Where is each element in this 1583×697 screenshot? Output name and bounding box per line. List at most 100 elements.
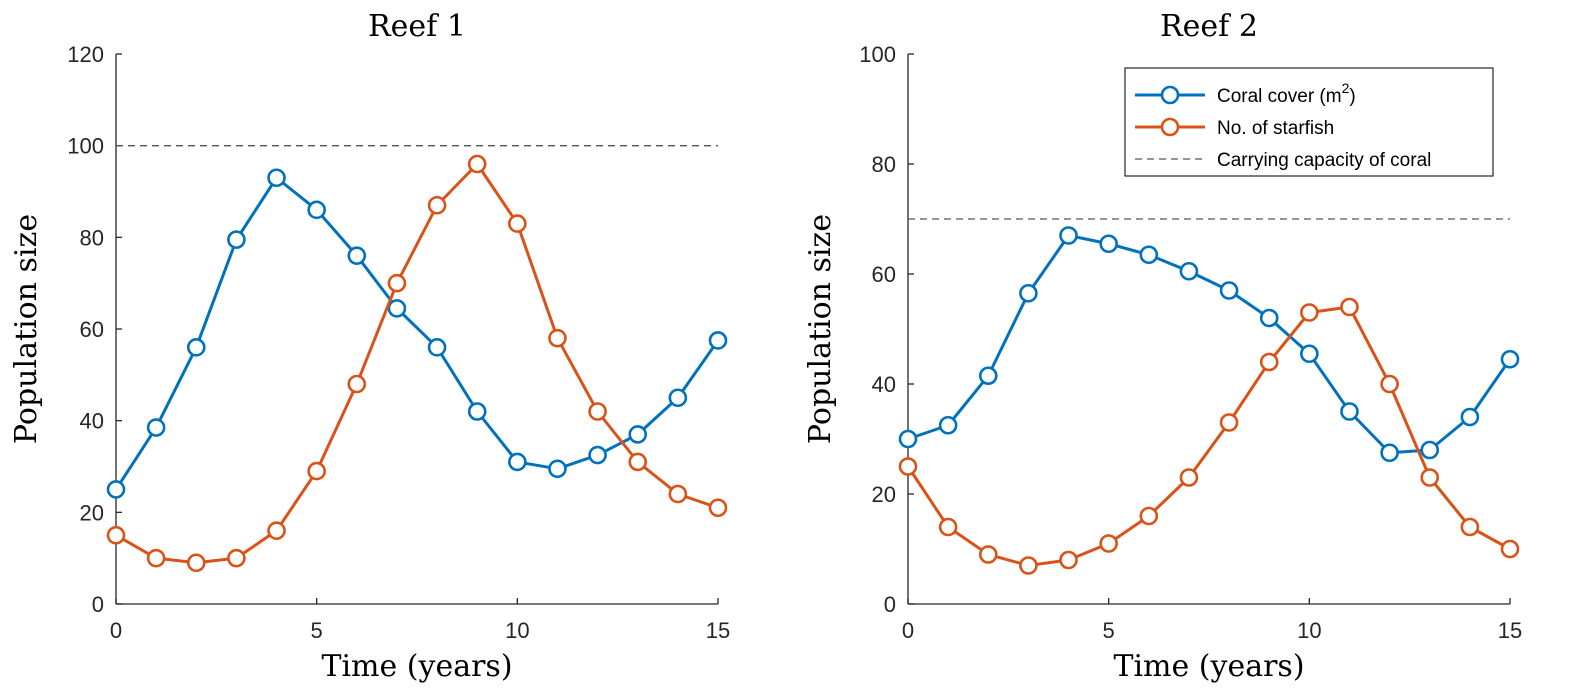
starfish-point xyxy=(1380,374,1399,394)
coral-cover-point xyxy=(1219,281,1239,300)
legend-label: Coral cover (m2) xyxy=(1217,80,1356,107)
y-tick-label: 100 xyxy=(859,42,896,67)
x-tick-label: 10 xyxy=(505,618,529,643)
coral-cover-point xyxy=(708,331,728,350)
coral-cover-point xyxy=(1179,261,1199,281)
x-tick-label: 0 xyxy=(902,618,914,643)
x-tick-label: 5 xyxy=(1103,618,1115,643)
starfish-point xyxy=(227,548,246,568)
starfish-point xyxy=(588,402,607,421)
starfish-point xyxy=(1219,413,1239,432)
starfish-point xyxy=(1500,539,1520,559)
coral-cover-point xyxy=(978,366,998,386)
coral-cover-point xyxy=(1259,308,1279,328)
chart-panel-2: Reef 2 0 20 40 60 80 100 0 5 10 15 Time (years) Popu… xyxy=(803,9,1522,684)
y-tick-label: 80 xyxy=(872,152,896,177)
coral-cover-point xyxy=(508,452,527,472)
legend: Coral cover (m2) No. of starfish Carrying … xyxy=(1124,67,1494,177)
starfish-point xyxy=(508,214,527,233)
starfish-point xyxy=(938,517,958,537)
starfish-point xyxy=(1019,556,1038,575)
coral-cover-point xyxy=(1300,344,1319,364)
coral-cover-point xyxy=(628,425,648,444)
starfish-point xyxy=(628,452,648,472)
x-tick-label: 15 xyxy=(706,618,730,643)
starfish-point xyxy=(427,195,447,215)
coral-cover-point xyxy=(588,445,607,465)
y-tick-label: 20 xyxy=(80,500,104,525)
y-axis-label: Population size xyxy=(803,214,838,444)
y-tick-label: 80 xyxy=(80,225,104,250)
coral-cover-point xyxy=(146,418,166,437)
coral-cover-point xyxy=(1099,234,1118,254)
starfish-point xyxy=(1099,534,1118,553)
coral-cover-point xyxy=(427,338,447,357)
coral-cover-point xyxy=(1500,349,1520,369)
y-tick-label: 60 xyxy=(80,317,104,342)
starfish-point xyxy=(1340,297,1359,317)
x-tick-label: 10 xyxy=(1297,618,1321,643)
chart-panel-1: Reef 1 0 20 40 60 80 100 120 0 5 10 15 Time (years) P… xyxy=(9,9,730,684)
coral-cover-point xyxy=(1019,283,1038,303)
starfish-point xyxy=(978,545,998,564)
coral-cover-point xyxy=(106,480,126,499)
coral-cover-point xyxy=(1460,407,1480,427)
starfish-point xyxy=(307,461,326,481)
legend-marker-icon xyxy=(1160,85,1180,105)
starfish-point xyxy=(1259,352,1279,372)
coral-cover-point xyxy=(267,168,286,188)
starfish-point xyxy=(1460,517,1480,537)
coral-cover-point xyxy=(938,415,958,435)
y-tick-label: 100 xyxy=(67,134,104,159)
starfish-series-line xyxy=(906,305,1511,567)
y-tick-label: 40 xyxy=(872,372,896,397)
legend-box xyxy=(1124,67,1494,177)
x-tick-label: 5 xyxy=(311,618,323,643)
y-tick-label: 0 xyxy=(92,592,104,617)
starfish-point xyxy=(1139,506,1159,526)
coral-cover-series-line xyxy=(907,234,1512,455)
y-tick-label: 60 xyxy=(872,262,896,287)
coral-cover-point xyxy=(186,338,206,357)
starfish-point xyxy=(1179,468,1199,487)
coral-cover-point xyxy=(347,246,367,265)
starfish-point xyxy=(106,525,126,545)
coral-cover-point xyxy=(1139,245,1159,265)
starfish-point xyxy=(467,154,487,174)
coral-cover-point xyxy=(898,429,918,449)
starfish-point xyxy=(548,328,567,348)
legend-label: Carrying capacity of coral xyxy=(1217,150,1431,171)
legend-label: No. of starfish xyxy=(1217,118,1334,139)
legend-marker-icon xyxy=(1160,117,1180,137)
coral-cover-point xyxy=(668,388,688,408)
coral-cover-series-line xyxy=(114,176,720,491)
x-tick-label: 0 xyxy=(110,618,122,643)
coral-cover-point xyxy=(307,200,326,220)
y-tick-label: 0 xyxy=(884,592,896,617)
starfish-point xyxy=(387,273,407,293)
y-tick-label: 40 xyxy=(80,409,104,434)
x-tick-label: 15 xyxy=(1498,618,1522,643)
starfish-series-line xyxy=(115,162,719,565)
chart-title: Reef 1 xyxy=(368,9,466,44)
coral-cover-point xyxy=(1380,443,1399,463)
coral-cover-point xyxy=(1340,402,1359,421)
coral-cover-point xyxy=(387,299,407,318)
coral-cover-point xyxy=(1420,440,1440,460)
coral-cover-point xyxy=(467,402,487,421)
y-axis-label: Population size xyxy=(9,214,44,444)
starfish-point xyxy=(668,484,688,504)
starfish-point xyxy=(347,374,367,394)
chart-title: Reef 2 xyxy=(1160,9,1258,44)
starfish-point xyxy=(186,553,206,573)
starfish-point xyxy=(1300,303,1319,322)
coral-cover-point xyxy=(227,230,246,249)
starfish-point xyxy=(146,548,166,568)
starfish-point xyxy=(1420,468,1440,487)
x-axis-label: Time (years) xyxy=(321,649,512,684)
starfish-point xyxy=(267,521,286,540)
starfish-point xyxy=(708,498,728,518)
coral-cover-point xyxy=(548,459,567,479)
starfish-point xyxy=(898,457,918,476)
